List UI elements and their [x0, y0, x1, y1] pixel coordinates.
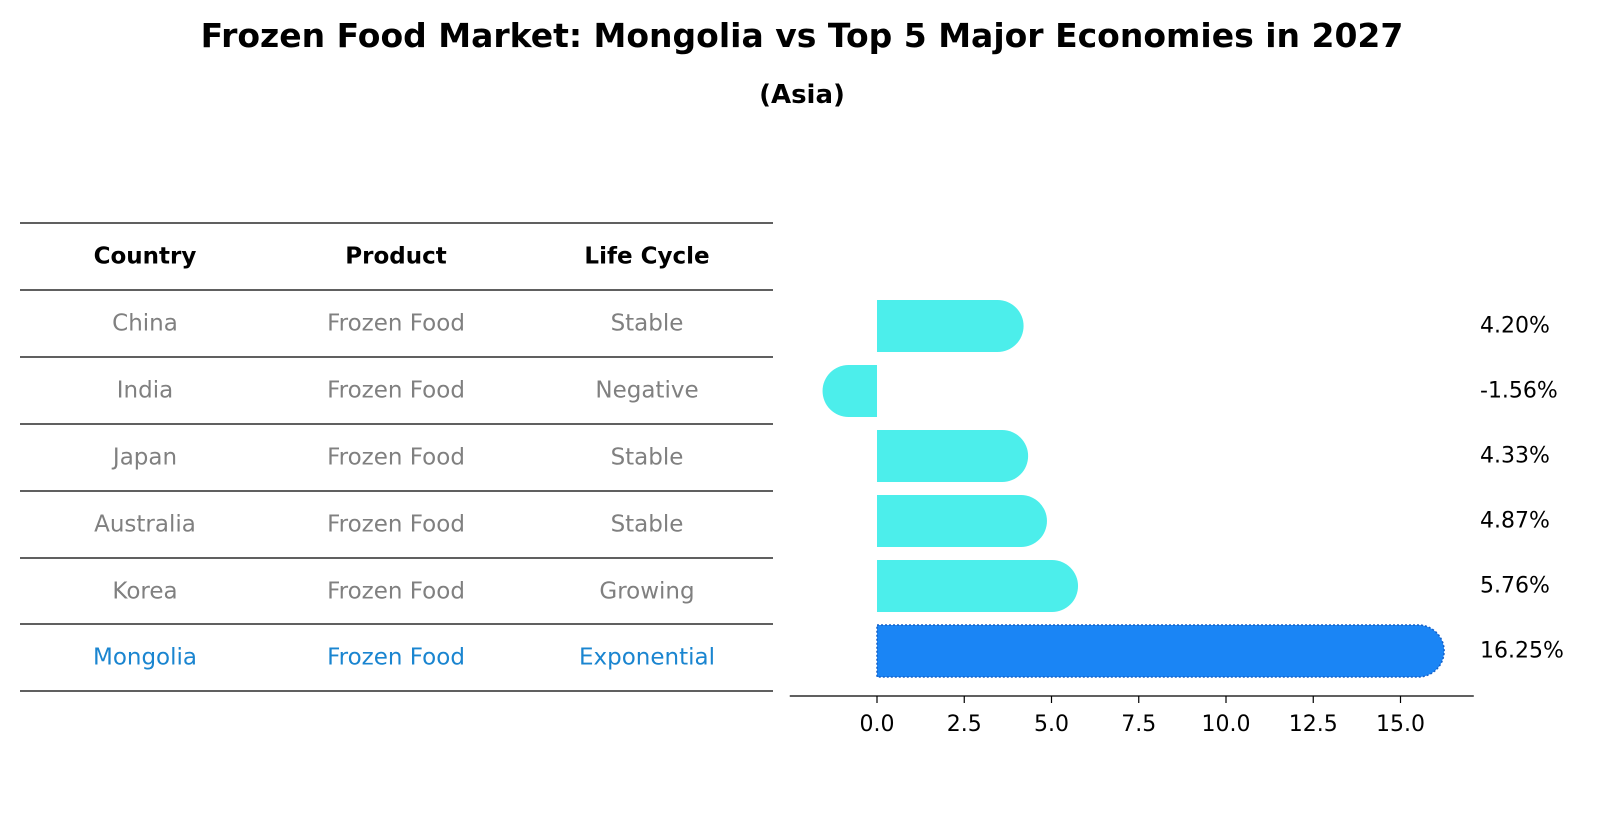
table-cell: China — [112, 311, 178, 337]
chart-title: Frozen Food Market: Mongolia vs Top 5 Ma… — [200, 16, 1404, 55]
table-cell: Korea — [112, 579, 177, 605]
bar-mongolia — [876, 624, 1445, 678]
value-label: 4.33% — [1480, 444, 1550, 469]
table-cell: Negative — [595, 378, 698, 404]
table-cell: Stable — [611, 445, 684, 471]
x-tick-label: 12.5 — [1289, 712, 1338, 737]
table-cell: India — [117, 378, 173, 404]
bar-china — [877, 300, 1024, 352]
x-tick-label: 7.5 — [1121, 712, 1156, 737]
table-cell: Stable — [611, 311, 684, 337]
table-header-1: Product — [345, 244, 446, 270]
table-cell: Growing — [599, 579, 694, 605]
table-header-0: Country — [94, 244, 197, 270]
bar-japan — [877, 430, 1029, 482]
x-tick-label: 10.0 — [1202, 712, 1251, 737]
table-cell: Frozen Food — [327, 445, 465, 471]
table-cell: Frozen Food — [327, 645, 465, 671]
chart-subtitle: (Asia) — [759, 80, 845, 110]
value-label: 5.76% — [1480, 574, 1550, 599]
table-cell: Stable — [611, 512, 684, 538]
value-label: 4.87% — [1480, 509, 1550, 534]
table-cell: Frozen Food — [327, 378, 465, 404]
x-tick-label: 2.5 — [947, 712, 982, 737]
table-cell: Australia — [94, 512, 196, 538]
table-cell: Mongolia — [93, 645, 197, 671]
bar-australia — [877, 495, 1047, 547]
table-cell: Frozen Food — [327, 311, 465, 337]
table-header-2: Life Cycle — [584, 244, 709, 270]
value-label: 16.25% — [1480, 639, 1564, 664]
bar-chart: 4.20% -1.56% 4.33% 4.87% 5.76% 16.25% 0.0 2.5 5.… — [789, 300, 1564, 737]
bar-korea — [877, 560, 1079, 612]
table-cell: Frozen Food — [327, 579, 465, 605]
table-cell: Frozen Food — [327, 512, 465, 538]
x-tick-label: 15.0 — [1376, 712, 1425, 737]
bar-india — [822, 365, 877, 417]
value-label: -1.56% — [1480, 379, 1558, 404]
value-label: 4.20% — [1480, 314, 1550, 339]
table-cell: Exponential — [579, 645, 715, 671]
comparison-table: Country Product Life Cycle China Frozen Food… — [20, 222, 773, 692]
x-tick-label: 0.0 — [860, 712, 895, 737]
x-tick-label: 5.0 — [1034, 712, 1069, 737]
table-cell: Japan — [111, 445, 177, 471]
